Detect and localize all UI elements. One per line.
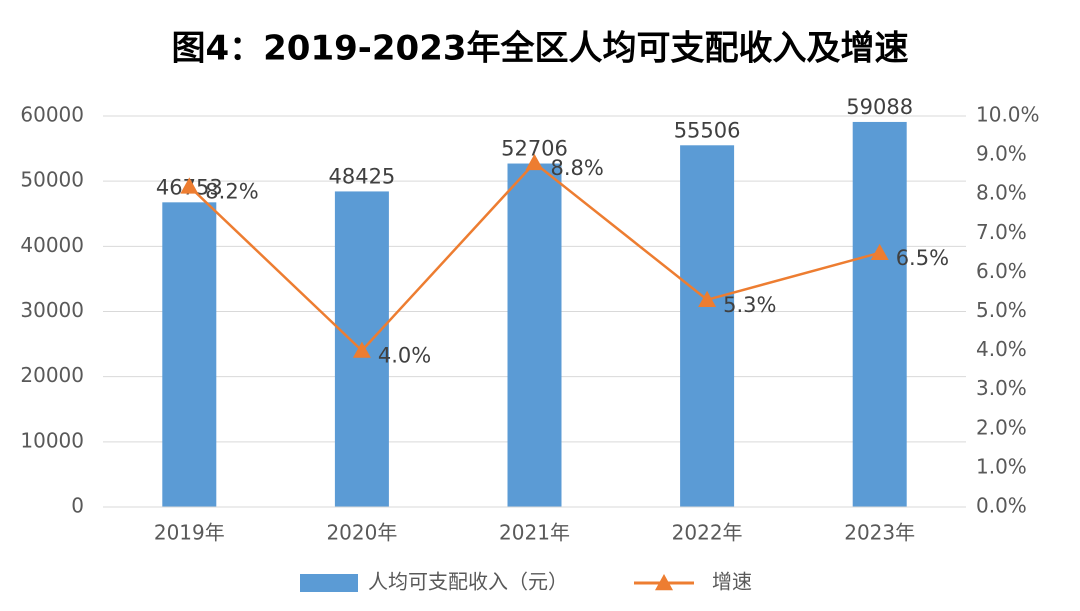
legend-label: 增速 [712, 570, 752, 594]
x-tick-label: 2019年 [154, 521, 225, 545]
y2-tick-label: 10.0% [976, 103, 1040, 127]
line-marker [870, 243, 889, 261]
y2-tick-label: 6.0% [976, 259, 1027, 283]
y2-tick-label: 0.0% [976, 494, 1027, 518]
y-tick-label: 10000 [20, 428, 84, 452]
legend-swatch [300, 574, 358, 592]
y2-tick-label: 9.0% [976, 142, 1027, 166]
bar-value-label: 59088 [846, 95, 913, 119]
legend-marker [655, 574, 673, 591]
x-tick-label: 2021年 [499, 521, 570, 545]
y-tick-label: 60000 [20, 103, 84, 127]
x-tick-label: 2023年 [844, 521, 915, 545]
line-value-label: 6.5% [896, 246, 949, 270]
line-marker [180, 177, 199, 194]
line-marker [525, 153, 544, 171]
x-tick-label: 2022年 [672, 521, 743, 545]
chart-title: 图4：2019-2023年全区人均可支配收入及增速 [171, 29, 908, 69]
line-value-label: 5.3% [723, 293, 776, 317]
y2-tick-label: 8.0% [976, 181, 1027, 205]
y-tick-label: 30000 [20, 298, 84, 322]
y-tick-label: 50000 [20, 168, 84, 192]
line-marker [352, 341, 371, 358]
bar [162, 202, 217, 507]
x-tick-label: 2020年 [326, 521, 397, 545]
line-value-label: 8.8% [551, 156, 604, 180]
legend-label: 人均可支配收入（元） [368, 570, 568, 594]
y-tick-label: 20000 [20, 363, 84, 387]
bar [680, 145, 735, 508]
y2-tick-label: 1.0% [976, 454, 1027, 478]
y-tick-label: 40000 [20, 233, 84, 257]
bar-value-label: 55506 [674, 118, 741, 142]
y2-tick-label: 2.0% [976, 415, 1027, 439]
bar-value-label: 48425 [328, 164, 395, 188]
y2-tick-label: 7.0% [976, 220, 1027, 244]
y2-tick-label: 3.0% [976, 376, 1027, 400]
y2-tick-label: 4.0% [976, 337, 1027, 361]
bar [507, 163, 562, 507]
line-value-label: 8.2% [205, 179, 258, 203]
line-marker [698, 290, 717, 307]
y-tick-label: 0 [71, 494, 84, 518]
y2-tick-label: 5.0% [976, 298, 1027, 322]
bar [852, 121, 907, 507]
line-value-label: 4.0% [378, 344, 431, 368]
